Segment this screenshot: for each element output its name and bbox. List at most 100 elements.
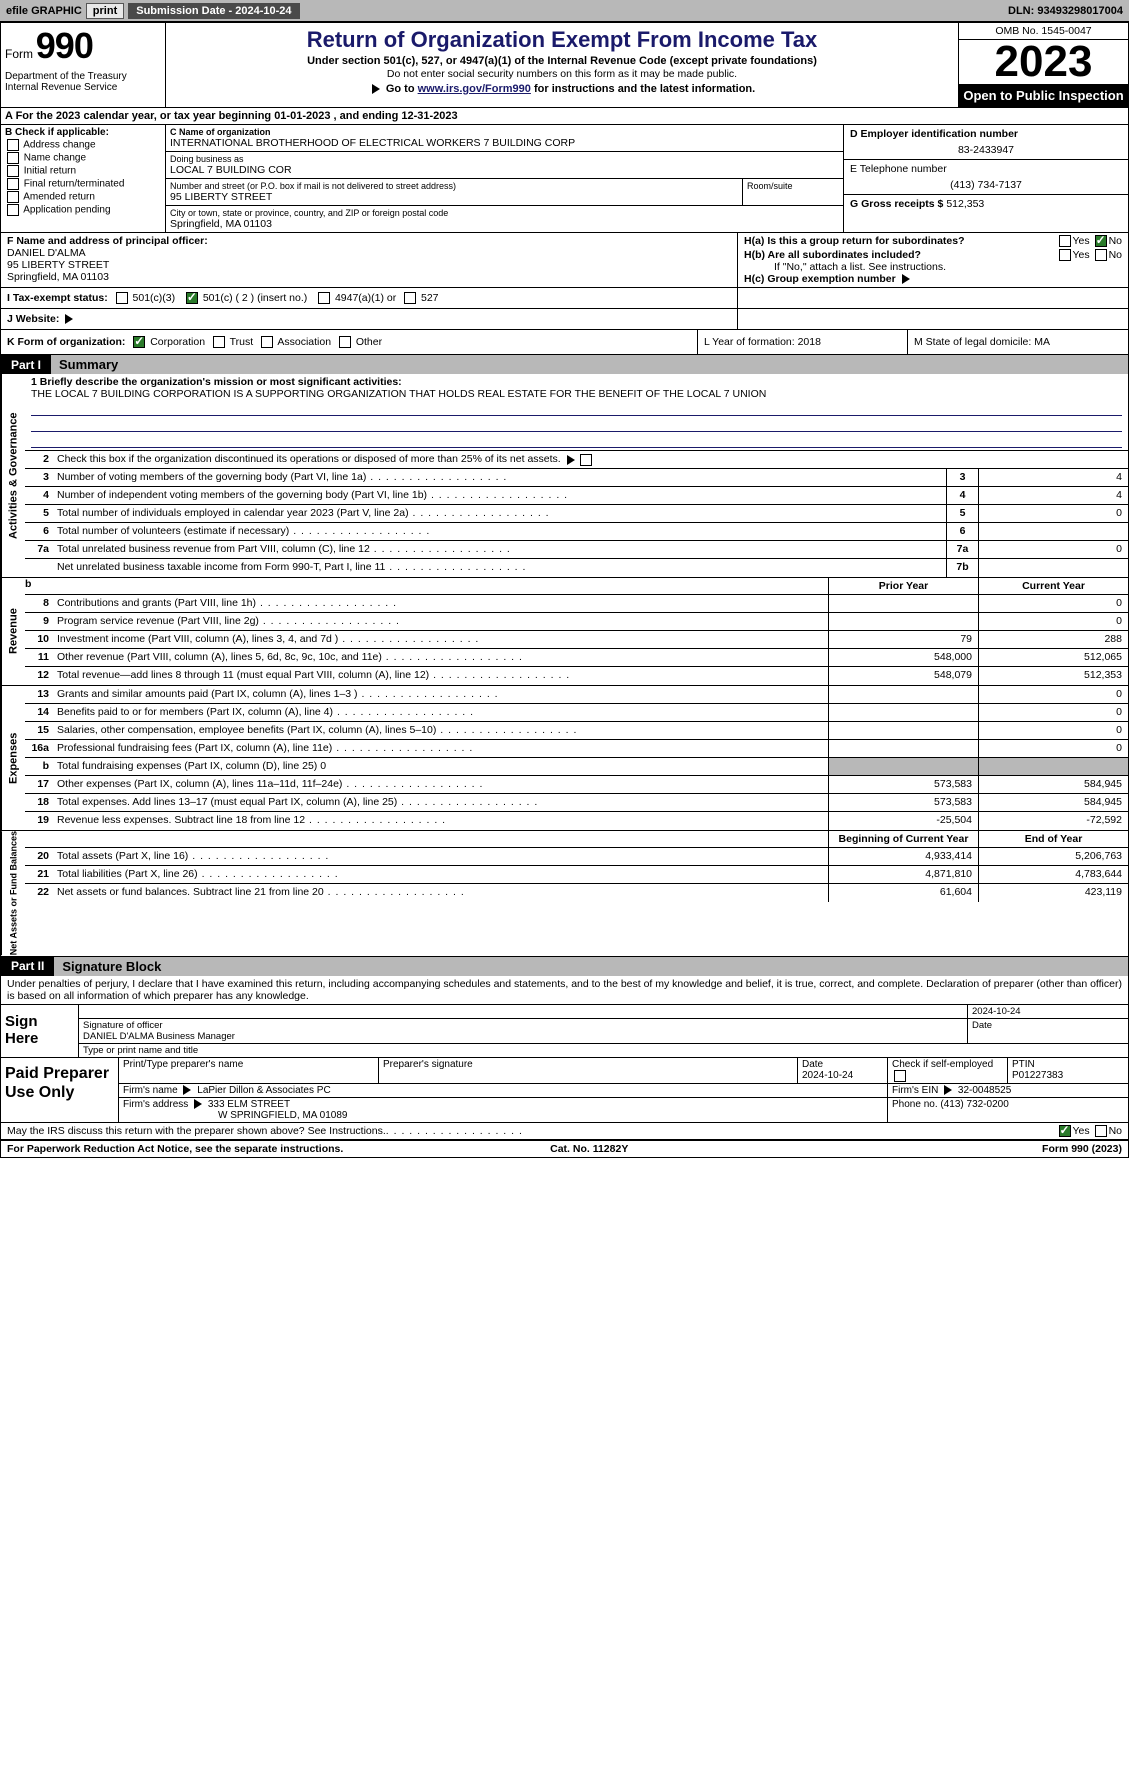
check-address-change[interactable]: Address change: [5, 139, 161, 151]
tel-label: E Telephone number: [850, 163, 1122, 175]
firm-phone: (413) 732-0200: [940, 1099, 1008, 1110]
part2-header: Part II Signature Block: [1, 957, 1128, 976]
arrow-icon: [194, 1099, 202, 1109]
gov-line: 2Check this box if the organization disc…: [25, 451, 1128, 469]
check-amended[interactable]: Amended return: [5, 191, 161, 203]
subtitle-3: Go to www.irs.gov/Form990 for instructio…: [174, 83, 950, 95]
row-a-period: A For the 2023 calendar year, or tax yea…: [1, 108, 1128, 125]
prep-date: 2024-10-24: [802, 1070, 853, 1081]
hb-no-checkbox[interactable]: [1095, 249, 1107, 261]
arrow-icon: [372, 84, 380, 94]
firm-addr2: W SPRINGFIELD, MA 01089: [218, 1110, 348, 1121]
officer-addr2: Springfield, MA 01103: [7, 271, 109, 283]
room-label: Room/suite: [747, 181, 839, 191]
data-line: 19Revenue less expenses. Subtract line 1…: [25, 812, 1128, 830]
efile-label: efile GRAPHIC: [0, 5, 82, 17]
data-line: 14Benefits paid to or for members (Part …: [25, 704, 1128, 722]
section-b: B Check if applicable: Address change Na…: [1, 125, 166, 232]
form-container: Form 990 Department of the Treasury Inte…: [0, 22, 1129, 1158]
print-name-label: Print/Type preparer's name: [119, 1058, 379, 1083]
corp-checkbox[interactable]: [133, 336, 145, 348]
data-line: bTotal fundraising expenses (Part IX, co…: [25, 758, 1128, 776]
assoc-checkbox[interactable]: [261, 336, 273, 348]
print-button[interactable]: print: [86, 3, 124, 19]
form-footer-label: Form 990 (2023): [1042, 1143, 1122, 1155]
527-checkbox[interactable]: [404, 292, 416, 304]
exp-vtab: Expenses: [1, 686, 25, 830]
check-application-pending[interactable]: Application pending: [5, 204, 161, 216]
gov-line: 4Number of independent voting members of…: [25, 487, 1128, 505]
exp-section: Expenses 13Grants and similar amounts pa…: [1, 686, 1128, 831]
dba-label: Doing business as: [170, 154, 839, 164]
org-name: INTERNATIONAL BROTHERHOOD OF ELECTRICAL …: [170, 137, 839, 149]
page-footer: For Paperwork Reduction Act Notice, see …: [1, 1140, 1128, 1157]
b-label: B Check if applicable:: [5, 127, 161, 138]
topbar: efile GRAPHIC print Submission Date - 20…: [0, 0, 1129, 22]
city-state-zip: Springfield, MA 01103: [170, 218, 839, 230]
gov-line: 7aTotal unrelated business revenue from …: [25, 541, 1128, 559]
gov-line: 6Total number of volunteers (estimate if…: [25, 523, 1128, 541]
501c3-checkbox[interactable]: [116, 292, 128, 304]
trust-checkbox[interactable]: [213, 336, 225, 348]
officer-signature: DANIEL D'ALMA Business Manager: [83, 1031, 235, 1042]
arrow-icon: [902, 274, 910, 284]
data-line: 10Investment income (Part VIII, column (…: [25, 631, 1128, 649]
row-j: J Website:: [1, 309, 1128, 330]
irs-link[interactable]: www.irs.gov/Form990: [418, 83, 531, 95]
gov-line: Net unrelated business taxable income fr…: [25, 559, 1128, 577]
data-line: 20Total assets (Part X, line 16)4,933,41…: [25, 848, 1128, 866]
data-line: 22Net assets or fund balances. Subtract …: [25, 884, 1128, 902]
self-employed-checkbox[interactable]: [894, 1070, 906, 1082]
hb-yes-checkbox[interactable]: [1059, 249, 1071, 261]
part1-header: Part I Summary: [1, 355, 1128, 374]
firm-addr1: 333 ELM STREET: [208, 1099, 290, 1110]
subtitle-1: Under section 501(c), 527, or 4947(a)(1)…: [174, 55, 950, 67]
4947-checkbox[interactable]: [318, 292, 330, 304]
net-vtab: Net Assets or Fund Balances: [1, 831, 25, 955]
firm-name: LaPier Dillon & Associates PC: [197, 1085, 330, 1096]
check-name-change[interactable]: Name change: [5, 152, 161, 164]
section-h: H(a) Is this a group return for subordin…: [738, 233, 1128, 287]
arrow-icon: [183, 1085, 191, 1095]
year-box: OMB No. 1545-0047 2023 Open to Public In…: [958, 23, 1128, 107]
submission-date: Submission Date - 2024-10-24: [128, 3, 299, 19]
ein-value: 83-2433947: [850, 144, 1122, 156]
gov-section: Activities & Governance 1 Briefly descri…: [1, 374, 1128, 578]
hc-label: H(c) Group exemption number: [744, 273, 896, 285]
ptin-value: P01227383: [1012, 1070, 1063, 1081]
page-title: Return of Organization Exempt From Incom…: [174, 27, 950, 53]
form-header: Form 990 Department of the Treasury Inte…: [1, 23, 1128, 108]
data-line: 16aProfessional fundraising fees (Part I…: [25, 740, 1128, 758]
c-name-label: C Name of organization: [170, 127, 839, 137]
check-initial-return[interactable]: Initial return: [5, 165, 161, 177]
net-section: Net Assets or Fund Balances Beginning of…: [1, 831, 1128, 956]
other-checkbox[interactable]: [339, 336, 351, 348]
data-line: 11Other revenue (Part VIII, column (A), …: [25, 649, 1128, 667]
year-formation: L Year of formation: 2018: [698, 330, 908, 354]
gross-value: 512,353: [946, 198, 984, 210]
paperwork-notice: For Paperwork Reduction Act Notice, see …: [7, 1143, 343, 1155]
ha-no-checkbox[interactable]: [1095, 235, 1107, 247]
tax-year: 2023: [959, 40, 1128, 84]
officer-name: DANIEL D'ALMA: [7, 247, 86, 259]
gross-label: G Gross receipts $: [850, 198, 943, 210]
addr-label: Number and street (or P.O. box if mail i…: [170, 181, 738, 191]
form-number-box: Form 990 Department of the Treasury Inte…: [1, 23, 166, 107]
paid-preparer-label: Paid Preparer Use Only: [1, 1058, 119, 1122]
data-line: 21Total liabilities (Part X, line 26)4,8…: [25, 866, 1128, 884]
check-final-return[interactable]: Final return/terminated: [5, 178, 161, 190]
form-990-number: 990: [36, 25, 93, 66]
paid-preparer-block: Paid Preparer Use Only Print/Type prepar…: [1, 1058, 1128, 1123]
preparer-sig-label: Preparer's signature: [379, 1058, 798, 1083]
ha-yes-checkbox[interactable]: [1059, 235, 1071, 247]
firm-ein: 32-0048525: [958, 1085, 1011, 1096]
rev-col-headers: b Prior Year Current Year: [25, 578, 1128, 595]
discuss-yes-checkbox[interactable]: [1059, 1125, 1071, 1137]
arrow-icon: [65, 314, 73, 324]
data-line: 12Total revenue—add lines 8 through 11 (…: [25, 667, 1128, 685]
sig-intro: Under penalties of perjury, I declare th…: [1, 976, 1128, 1005]
sig-date: 2024-10-24: [968, 1005, 1128, 1018]
discuss-no-checkbox[interactable]: [1095, 1125, 1107, 1137]
officer-addr1: 95 LIBERTY STREET: [7, 259, 109, 271]
501c-checkbox[interactable]: [186, 292, 198, 304]
